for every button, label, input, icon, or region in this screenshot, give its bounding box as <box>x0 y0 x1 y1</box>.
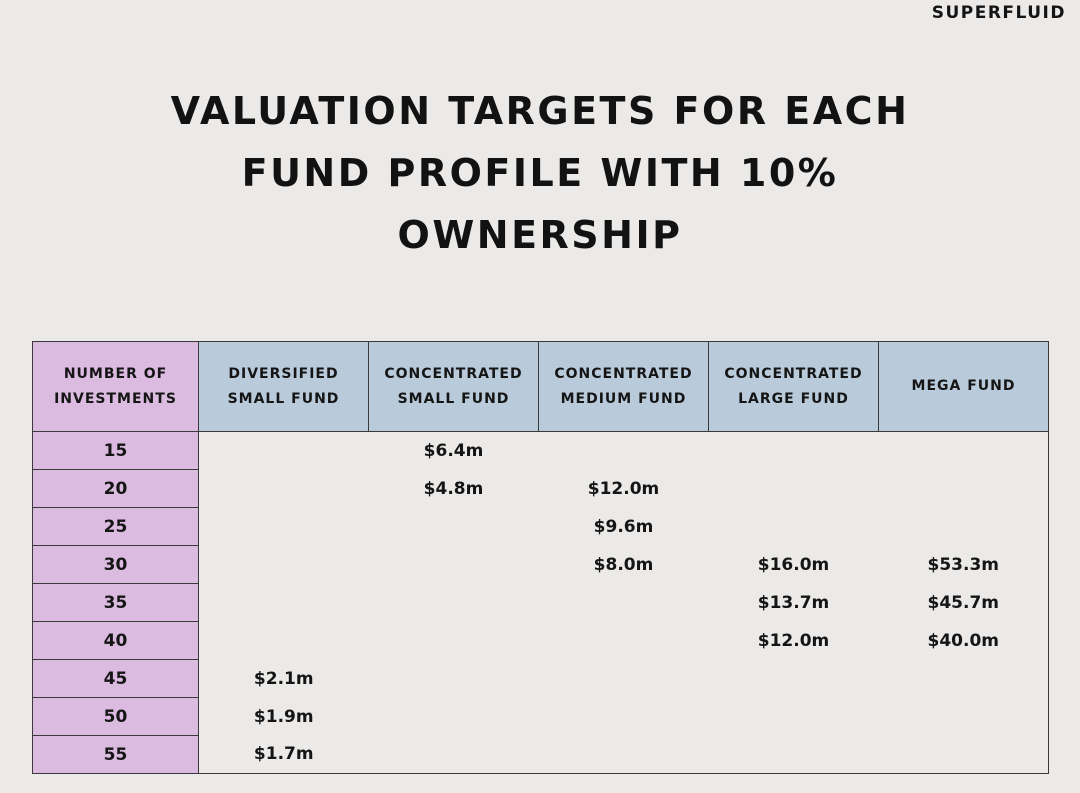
empty-cell <box>538 659 709 698</box>
valuation-table: NUMBER OF INVESTMENTS DIVERSIFIED SMALL … <box>32 341 1049 774</box>
valuation-cell: $40.0m <box>878 621 1049 660</box>
valuation-cell: $16.0m <box>708 545 879 584</box>
column-header-cell: CONCENTRATED LARGE FUND <box>708 341 879 432</box>
investment-count-cell: 25 <box>32 507 199 546</box>
table-row: 15 $6.4m <box>32 431 1049 470</box>
column-header-cell: DIVERSIFIED SMALL FUND <box>198 341 369 432</box>
valuation-cell: $9.6m <box>538 507 709 546</box>
investment-count-cell: 50 <box>32 697 199 736</box>
row-header-cell: NUMBER OF INVESTMENTS <box>32 341 199 432</box>
empty-cell <box>198 507 369 546</box>
investment-count-cell: 30 <box>32 545 199 584</box>
investment-count-cell: 45 <box>32 659 199 698</box>
empty-cell <box>198 431 369 470</box>
empty-cell <box>368 583 539 622</box>
investment-count-cell: 35 <box>32 583 199 622</box>
valuation-cell: $53.3m <box>878 545 1049 584</box>
valuation-cell: $45.7m <box>878 583 1049 622</box>
table-header-row: NUMBER OF INVESTMENTS DIVERSIFIED SMALL … <box>32 341 1049 432</box>
brand-logo-text: SUPERFLUID <box>931 3 1066 23</box>
empty-cell <box>538 431 709 470</box>
table-row: 30 $8.0m $16.0m $53.3m <box>32 545 1049 584</box>
valuation-cell: $8.0m <box>538 545 709 584</box>
empty-cell <box>878 469 1049 508</box>
investment-count-cell: 20 <box>32 469 199 508</box>
empty-cell <box>538 583 709 622</box>
empty-cell <box>198 621 369 660</box>
column-header-cell: MEGA FUND <box>878 341 1049 432</box>
empty-cell <box>368 697 539 736</box>
empty-cell <box>198 583 369 622</box>
valuation-cell: $13.7m <box>708 583 879 622</box>
chart-title: VALUATION TARGETS FOR EACH FUND PROFILE … <box>170 89 910 257</box>
table-row: 25 $9.6m <box>32 507 1049 546</box>
valuation-cell: $12.0m <box>708 621 879 660</box>
table-row: 20 $4.8m $12.0m <box>32 469 1049 508</box>
valuation-cell: $2.1m <box>198 659 369 698</box>
valuation-cell: $4.8m <box>368 469 539 508</box>
valuation-cell: $1.9m <box>198 697 369 736</box>
empty-cell <box>538 735 709 774</box>
empty-cell <box>368 659 539 698</box>
empty-cell <box>878 735 1049 774</box>
empty-cell <box>878 659 1049 698</box>
empty-cell <box>878 697 1049 736</box>
valuation-cell: $6.4m <box>368 431 539 470</box>
empty-cell <box>368 507 539 546</box>
empty-cell <box>368 621 539 660</box>
investment-count-cell: 15 <box>32 431 199 470</box>
empty-cell <box>708 697 879 736</box>
empty-cell <box>368 735 539 774</box>
table-row: 55 $1.7m <box>32 735 1049 774</box>
empty-cell <box>368 545 539 584</box>
empty-cell <box>708 469 879 508</box>
valuation-cell: $12.0m <box>538 469 709 508</box>
empty-cell <box>708 431 879 470</box>
empty-cell <box>198 469 369 508</box>
investment-count-cell: 40 <box>32 621 199 660</box>
investment-count-cell: 55 <box>32 735 199 774</box>
table-row: 40 $12.0m $40.0m <box>32 621 1049 660</box>
column-header-cell: CONCENTRATED SMALL FUND <box>368 341 539 432</box>
empty-cell <box>538 621 709 660</box>
empty-cell <box>878 431 1049 470</box>
empty-cell <box>198 545 369 584</box>
table-row: 45 $2.1m <box>32 659 1049 698</box>
empty-cell <box>708 659 879 698</box>
empty-cell <box>878 507 1049 546</box>
column-header-cell: CONCENTRATED MEDIUM FUND <box>538 341 709 432</box>
valuation-cell: $1.7m <box>198 735 369 774</box>
empty-cell <box>708 507 879 546</box>
table-row: 35 $13.7m $45.7m <box>32 583 1049 622</box>
empty-cell <box>708 735 879 774</box>
table-body: 15 $6.4m 20 $4.8m $12.0m 25 $9.6m 30 $8.0m $16.0m… <box>32 431 1049 774</box>
table-row: 50 $1.9m <box>32 697 1049 736</box>
empty-cell <box>538 697 709 736</box>
